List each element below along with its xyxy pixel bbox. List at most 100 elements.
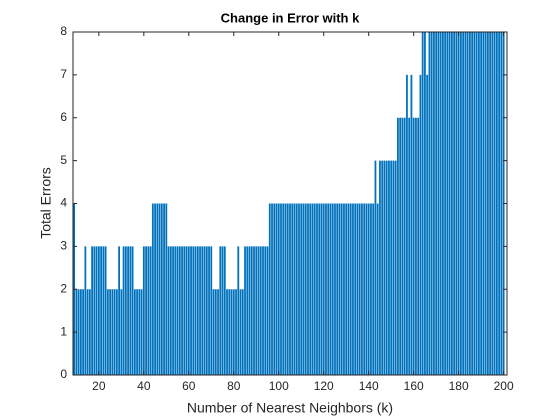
bar — [446, 32, 449, 375]
bar — [482, 32, 485, 375]
bar — [376, 203, 379, 375]
bar — [192, 246, 195, 375]
y-tick-label: 6 — [60, 110, 67, 124]
bar — [486, 32, 489, 375]
bar — [127, 246, 129, 375]
x-tick-label: 100 — [269, 379, 289, 393]
bar — [201, 246, 204, 375]
bar — [106, 289, 109, 375]
bar — [383, 160, 386, 375]
bar — [295, 203, 298, 375]
bar — [437, 32, 440, 375]
x-tick-label: 40 — [137, 379, 151, 393]
bar — [417, 117, 420, 375]
y-tick-label: 4 — [60, 196, 67, 210]
bar — [329, 203, 332, 375]
bar — [457, 32, 460, 375]
bar — [91, 246, 94, 375]
bar — [444, 32, 447, 375]
bar — [473, 32, 476, 375]
bar — [495, 32, 498, 375]
bar — [214, 289, 217, 375]
bar — [365, 203, 368, 375]
y-tick-label: 1 — [60, 324, 67, 338]
x-tick-label: 120 — [314, 379, 334, 393]
y-tick-label: 7 — [60, 67, 67, 81]
x-tick-label: 60 — [182, 379, 196, 393]
bar — [102, 246, 105, 375]
bar — [403, 117, 406, 375]
bar — [257, 246, 260, 375]
bar — [79, 289, 82, 375]
bar — [304, 203, 307, 375]
bar — [253, 246, 255, 375]
bar — [273, 203, 276, 375]
bar — [466, 32, 469, 375]
bar — [484, 32, 487, 375]
bar — [208, 246, 210, 375]
bar — [93, 246, 96, 375]
bar — [374, 160, 377, 375]
chart-title: Change in Error with k — [221, 10, 360, 25]
bar — [475, 32, 478, 375]
bar — [259, 246, 262, 375]
bar — [136, 289, 138, 375]
bar — [262, 246, 264, 375]
x-tick-label: 200 — [494, 379, 514, 393]
bar — [219, 246, 222, 375]
bar — [367, 203, 370, 375]
bar — [246, 246, 249, 375]
bar — [358, 203, 361, 375]
bar — [477, 32, 480, 375]
bar — [428, 32, 431, 375]
bar — [109, 289, 112, 375]
bar — [210, 246, 213, 375]
bar — [154, 203, 156, 375]
bar — [124, 246, 127, 375]
x-tick-label: 180 — [449, 379, 469, 393]
bar — [300, 203, 303, 375]
bar — [223, 246, 226, 375]
bar — [221, 246, 224, 375]
bar — [205, 246, 208, 375]
bar — [268, 203, 271, 375]
bar — [140, 289, 143, 375]
bar — [104, 246, 107, 375]
bar — [149, 246, 152, 375]
bar — [286, 203, 289, 375]
bar — [196, 246, 199, 375]
bar — [435, 32, 438, 375]
bar — [183, 246, 186, 375]
bar — [122, 246, 125, 375]
bar — [232, 289, 235, 375]
bar — [433, 32, 435, 375]
bar — [145, 246, 147, 375]
bar — [212, 289, 215, 375]
bar — [316, 203, 318, 375]
bar — [235, 289, 237, 375]
bar — [318, 203, 321, 375]
bar — [493, 32, 496, 375]
bar — [284, 203, 287, 375]
bar — [442, 32, 444, 375]
bar — [345, 203, 348, 375]
y-tick-label: 2 — [60, 281, 67, 295]
x-tick-label: 20 — [92, 379, 106, 393]
y-tick-label: 0 — [60, 367, 67, 381]
bar — [430, 32, 433, 375]
bar — [77, 289, 80, 375]
bar — [163, 203, 165, 375]
bar — [471, 32, 474, 375]
bar — [381, 160, 384, 375]
bar — [165, 203, 168, 375]
bar — [178, 246, 181, 375]
bar — [320, 203, 323, 375]
bar — [88, 289, 91, 375]
bar — [113, 289, 116, 375]
bar — [241, 289, 244, 375]
bar — [388, 160, 390, 375]
bar — [313, 203, 316, 375]
bar — [451, 32, 453, 375]
x-axis-label: Number of Nearest Neighbors (k) — [187, 400, 393, 416]
bar — [203, 246, 206, 375]
